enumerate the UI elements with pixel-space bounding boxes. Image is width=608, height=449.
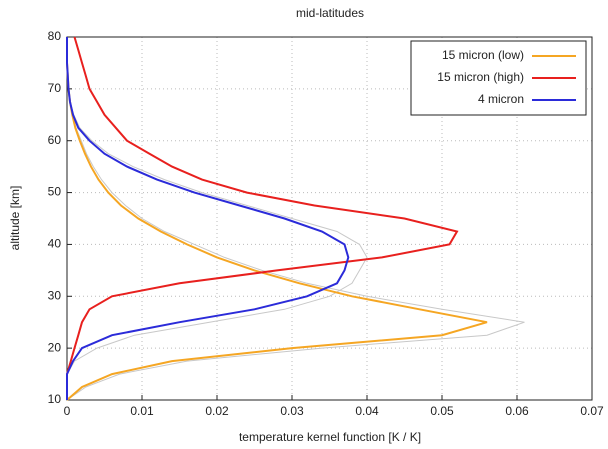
y-tick-label: 70	[48, 81, 62, 95]
y-tick-label: 10	[48, 392, 62, 406]
x-tick-label: 0.07	[580, 404, 604, 418]
x-tick-label: 0.06	[505, 404, 529, 418]
y-tick-label: 20	[48, 340, 62, 354]
x-tick-label: 0	[64, 404, 71, 418]
y-tick-label: 30	[48, 288, 62, 302]
series-line	[66, 36, 459, 400]
x-tick-label: 0.01	[130, 404, 154, 418]
legend-label: 15 micron (high)	[437, 70, 524, 84]
y-tick-label: 50	[48, 185, 62, 199]
legend-label: 4 micron	[478, 92, 524, 106]
x-axis-label: temperature kernel function [K / K]	[239, 430, 421, 444]
plot-frame	[66, 36, 593, 401]
y-tick-label: 40	[48, 237, 62, 251]
y-tick-label: 80	[48, 29, 62, 43]
y-axis-label: altitude [km]	[8, 186, 22, 251]
x-tick-label: 0.02	[205, 404, 229, 418]
legend-label: 15 micron (low)	[442, 48, 524, 62]
y-tick-label: 60	[48, 133, 62, 147]
x-tick-label: 0.05	[430, 404, 454, 418]
x-tick-label: 0.03	[280, 404, 304, 418]
series-line	[66, 37, 350, 400]
x-tick-label: 0.04	[355, 404, 379, 418]
chart-title: mid-latitudes	[296, 6, 364, 20]
